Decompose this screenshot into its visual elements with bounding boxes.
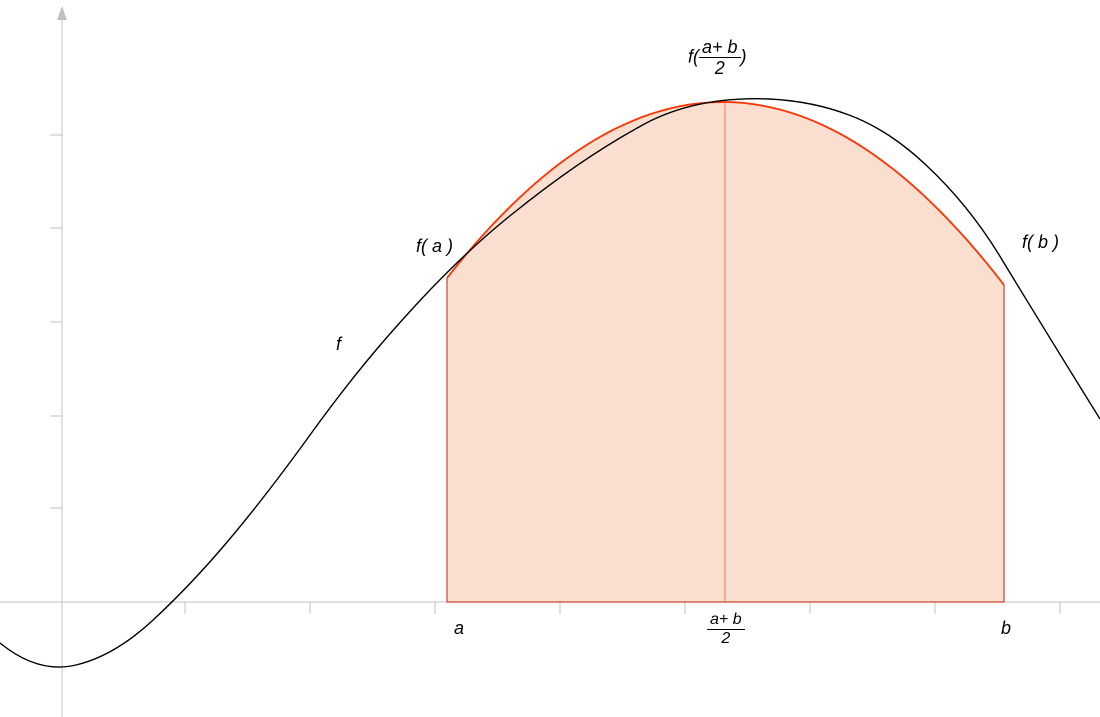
y-axis-arrow-icon [57,6,67,20]
label-fmid-num: a+ b [699,38,741,58]
label-f-text: f [336,334,341,354]
chart-svg [0,0,1100,717]
label-mid-num: a+ b [707,612,745,630]
label-fmid: f( a+ b 2 ) [688,38,747,77]
label-fb: f( b ) [1022,232,1059,253]
label-fmid-suffix: ) [741,46,747,66]
label-fmid-prefix: f( [688,46,699,66]
label-b: b [1001,618,1011,639]
label-b-text: b [1001,618,1011,638]
label-mid: a+ b 2 [707,612,745,647]
label-fa: f( a ) [416,236,453,257]
label-fa-text: f( a ) [416,236,453,256]
label-f: f [336,334,341,355]
label-fmid-den: 2 [712,58,728,77]
label-a-text: a [454,618,464,638]
label-a: a [454,618,464,639]
label-mid-den: 2 [718,630,733,647]
label-fb-text: f( b ) [1022,232,1059,252]
